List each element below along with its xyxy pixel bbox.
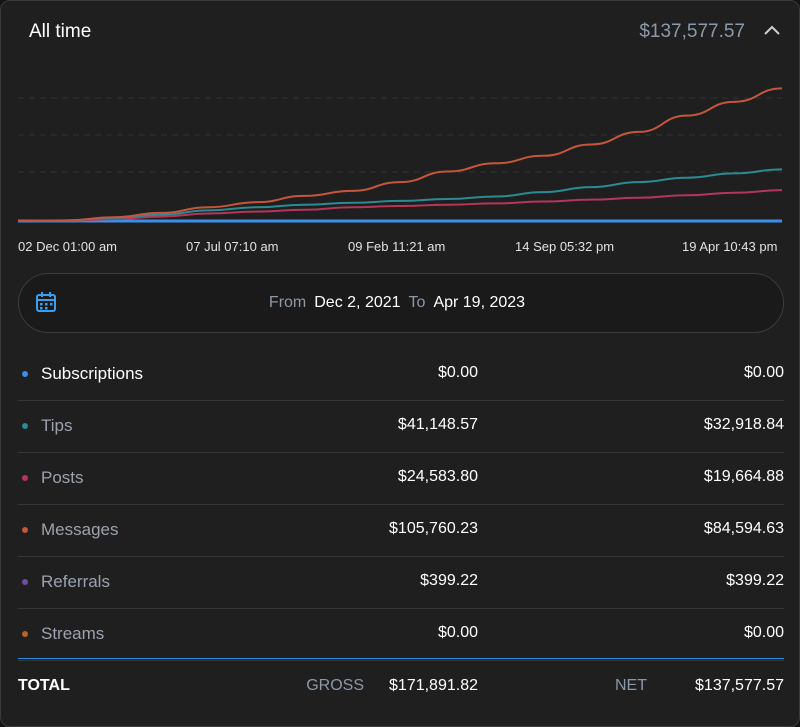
row-gross-amount: $0.00	[437, 364, 478, 381]
date-range-picker[interactable]: From Dec 2, 2021 To Apr 19, 2023	[18, 273, 784, 333]
legend-dot	[22, 475, 28, 481]
row-net-amount: $0.00	[743, 364, 784, 381]
legend-dot	[22, 527, 28, 533]
row-label: Referrals	[41, 572, 110, 591]
row-gross-amount: $0.00	[437, 624, 478, 641]
legend-dot	[22, 423, 28, 429]
row-gross-amount: $24,583.80	[397, 468, 478, 485]
chevron-up-icon[interactable]	[763, 23, 781, 37]
earnings-row-tips[interactable]: Tips $41,148.57 $32,918.84	[18, 401, 784, 453]
total-row: TOTAL GROSS $171,891.82 NET $137,577.57	[18, 659, 784, 711]
x-tick-label: 14 Sep 05:32 pm	[515, 239, 615, 254]
x-tick-label: 07 Jul 07:10 am	[186, 239, 279, 254]
x-tick-label: 19 Apr 10:43 pm	[682, 239, 778, 254]
to-date: Apr 19, 2023	[433, 294, 526, 311]
total-net-amount: $137,577.57	[695, 677, 784, 694]
legend-dot	[22, 579, 28, 585]
x-tick-label: 02 Dec 01:00 am	[18, 239, 118, 254]
row-label: Messages	[41, 520, 119, 539]
row-label: Posts	[41, 468, 84, 487]
legend-dot	[22, 631, 28, 637]
date-range-text: From Dec 2, 2021 To Apr 19, 2023	[19, 294, 783, 312]
total-label: TOTAL	[18, 677, 70, 694]
x-axis-ticks: 02 Dec 01:00 am 07 Jul 07:10 am 09 Feb 1…	[1, 239, 799, 257]
earnings-line-chart	[17, 87, 783, 223]
row-gross-amount: $105,760.23	[389, 520, 478, 537]
row-label: Streams	[41, 624, 105, 643]
row-net-amount: $0.00	[743, 624, 784, 641]
period-title: All time	[29, 21, 92, 42]
gross-label: GROSS	[306, 677, 364, 694]
earnings-row-subscriptions[interactable]: Subscriptions $0.00 $0.00	[18, 349, 784, 401]
earnings-row-referrals[interactable]: Referrals $399.22 $399.22	[18, 557, 784, 609]
row-net-amount: $84,594.63	[703, 520, 784, 537]
row-label: Tips	[41, 416, 73, 435]
x-tick-label: 09 Feb 11:21 am	[348, 239, 446, 254]
row-net-amount: $19,664.88	[703, 468, 784, 485]
total-gross-amount: $171,891.82	[389, 677, 478, 694]
header-total-amount: $137,577.57	[639, 21, 745, 42]
row-gross-amount: $41,148.57	[397, 416, 478, 433]
series-line-messages	[17, 87, 783, 222]
earnings-row-streams[interactable]: Streams $0.00 $0.00	[18, 609, 784, 661]
earnings-row-posts[interactable]: Posts $24,583.80 $19,664.88	[18, 453, 784, 505]
row-gross-amount: $399.22	[420, 572, 478, 589]
series-line-posts	[17, 189, 783, 222]
row-label: Subscriptions	[41, 364, 144, 383]
calendar-icon[interactable]	[34, 290, 58, 314]
legend-dot	[22, 371, 28, 377]
net-label: NET	[615, 677, 647, 694]
row-net-amount: $32,918.84	[703, 416, 784, 433]
card-header[interactable]: All time $137,577.57	[1, 1, 799, 63]
earnings-breakdown-list: Subscriptions $0.00 $0.00 Tips $41,148.57 $32…	[18, 349, 784, 661]
earnings-row-messages[interactable]: Messages $105,760.23 $84,594.63	[18, 505, 784, 557]
to-label: To	[408, 294, 426, 311]
series-line-tips	[17, 168, 783, 222]
from-date: Dec 2, 2021	[314, 294, 401, 311]
row-net-amount: $399.22	[726, 572, 784, 589]
total-divider	[18, 658, 784, 659]
from-label: From	[268, 294, 307, 311]
